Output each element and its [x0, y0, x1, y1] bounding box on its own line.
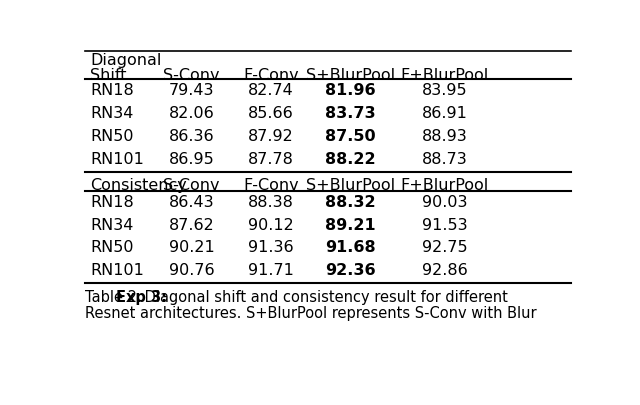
- Text: 86.43: 86.43: [169, 194, 214, 209]
- Text: RN101: RN101: [90, 151, 144, 166]
- Text: 85.66: 85.66: [248, 106, 294, 121]
- Text: 87.78: 87.78: [248, 151, 294, 166]
- Text: S-Conv: S-Conv: [163, 177, 220, 192]
- Text: RN50: RN50: [90, 128, 133, 143]
- Text: F+BlurPool: F+BlurPool: [401, 68, 489, 83]
- Text: Table 2.: Table 2.: [85, 289, 147, 304]
- Text: RN101: RN101: [90, 262, 144, 277]
- Text: 90.03: 90.03: [422, 194, 467, 209]
- Text: 91.53: 91.53: [422, 217, 467, 232]
- Text: F+BlurPool: F+BlurPool: [401, 177, 489, 192]
- Text: 82.06: 82.06: [169, 106, 214, 121]
- Text: 92.75: 92.75: [422, 240, 467, 255]
- Text: 87.50: 87.50: [325, 128, 376, 143]
- Text: RN34: RN34: [90, 217, 133, 232]
- Text: 92.36: 92.36: [325, 262, 376, 277]
- Text: 83.95: 83.95: [422, 83, 467, 98]
- Text: Shift: Shift: [90, 68, 127, 83]
- Text: 91.68: 91.68: [325, 240, 376, 255]
- Text: 91.71: 91.71: [248, 262, 294, 277]
- Text: 82.74: 82.74: [248, 83, 294, 98]
- Text: S+BlurPool: S+BlurPool: [306, 177, 395, 192]
- Text: S-Conv: S-Conv: [163, 68, 220, 83]
- Text: RN34: RN34: [90, 106, 133, 121]
- Text: 88.38: 88.38: [248, 194, 294, 209]
- Text: 88.22: 88.22: [325, 151, 376, 166]
- Text: 88.32: 88.32: [325, 194, 376, 209]
- Text: Diagonal: Diagonal: [90, 53, 161, 68]
- Text: 90.76: 90.76: [169, 262, 214, 277]
- Text: Exp 3:: Exp 3:: [116, 289, 166, 304]
- Text: 88.73: 88.73: [422, 151, 467, 166]
- Text: 86.91: 86.91: [422, 106, 467, 121]
- Text: 90.21: 90.21: [169, 240, 214, 255]
- Text: RN18: RN18: [90, 83, 134, 98]
- Text: F-Conv: F-Conv: [243, 177, 299, 192]
- Text: Resnet architectures. S+BlurPool represents S-Conv with Blur: Resnet architectures. S+BlurPool represe…: [85, 305, 536, 320]
- Text: Diagonal shift and consistency result for different: Diagonal shift and consistency result fo…: [140, 289, 508, 304]
- Text: 90.12: 90.12: [248, 217, 294, 232]
- Text: Consistency: Consistency: [90, 177, 187, 192]
- Text: 91.36: 91.36: [248, 240, 294, 255]
- Text: F-Conv: F-Conv: [243, 68, 299, 83]
- Text: RN50: RN50: [90, 240, 133, 255]
- Text: 86.36: 86.36: [169, 128, 214, 143]
- Text: 83.73: 83.73: [325, 106, 376, 121]
- Text: 81.96: 81.96: [325, 83, 376, 98]
- Text: 88.93: 88.93: [422, 128, 467, 143]
- Text: 92.86: 92.86: [422, 262, 467, 277]
- Text: S+BlurPool: S+BlurPool: [306, 68, 395, 83]
- Text: 79.43: 79.43: [169, 83, 214, 98]
- Text: 86.95: 86.95: [169, 151, 214, 166]
- Text: 89.21: 89.21: [325, 217, 376, 232]
- Text: 87.62: 87.62: [169, 217, 214, 232]
- Text: RN18: RN18: [90, 194, 134, 209]
- Text: 87.92: 87.92: [248, 128, 294, 143]
